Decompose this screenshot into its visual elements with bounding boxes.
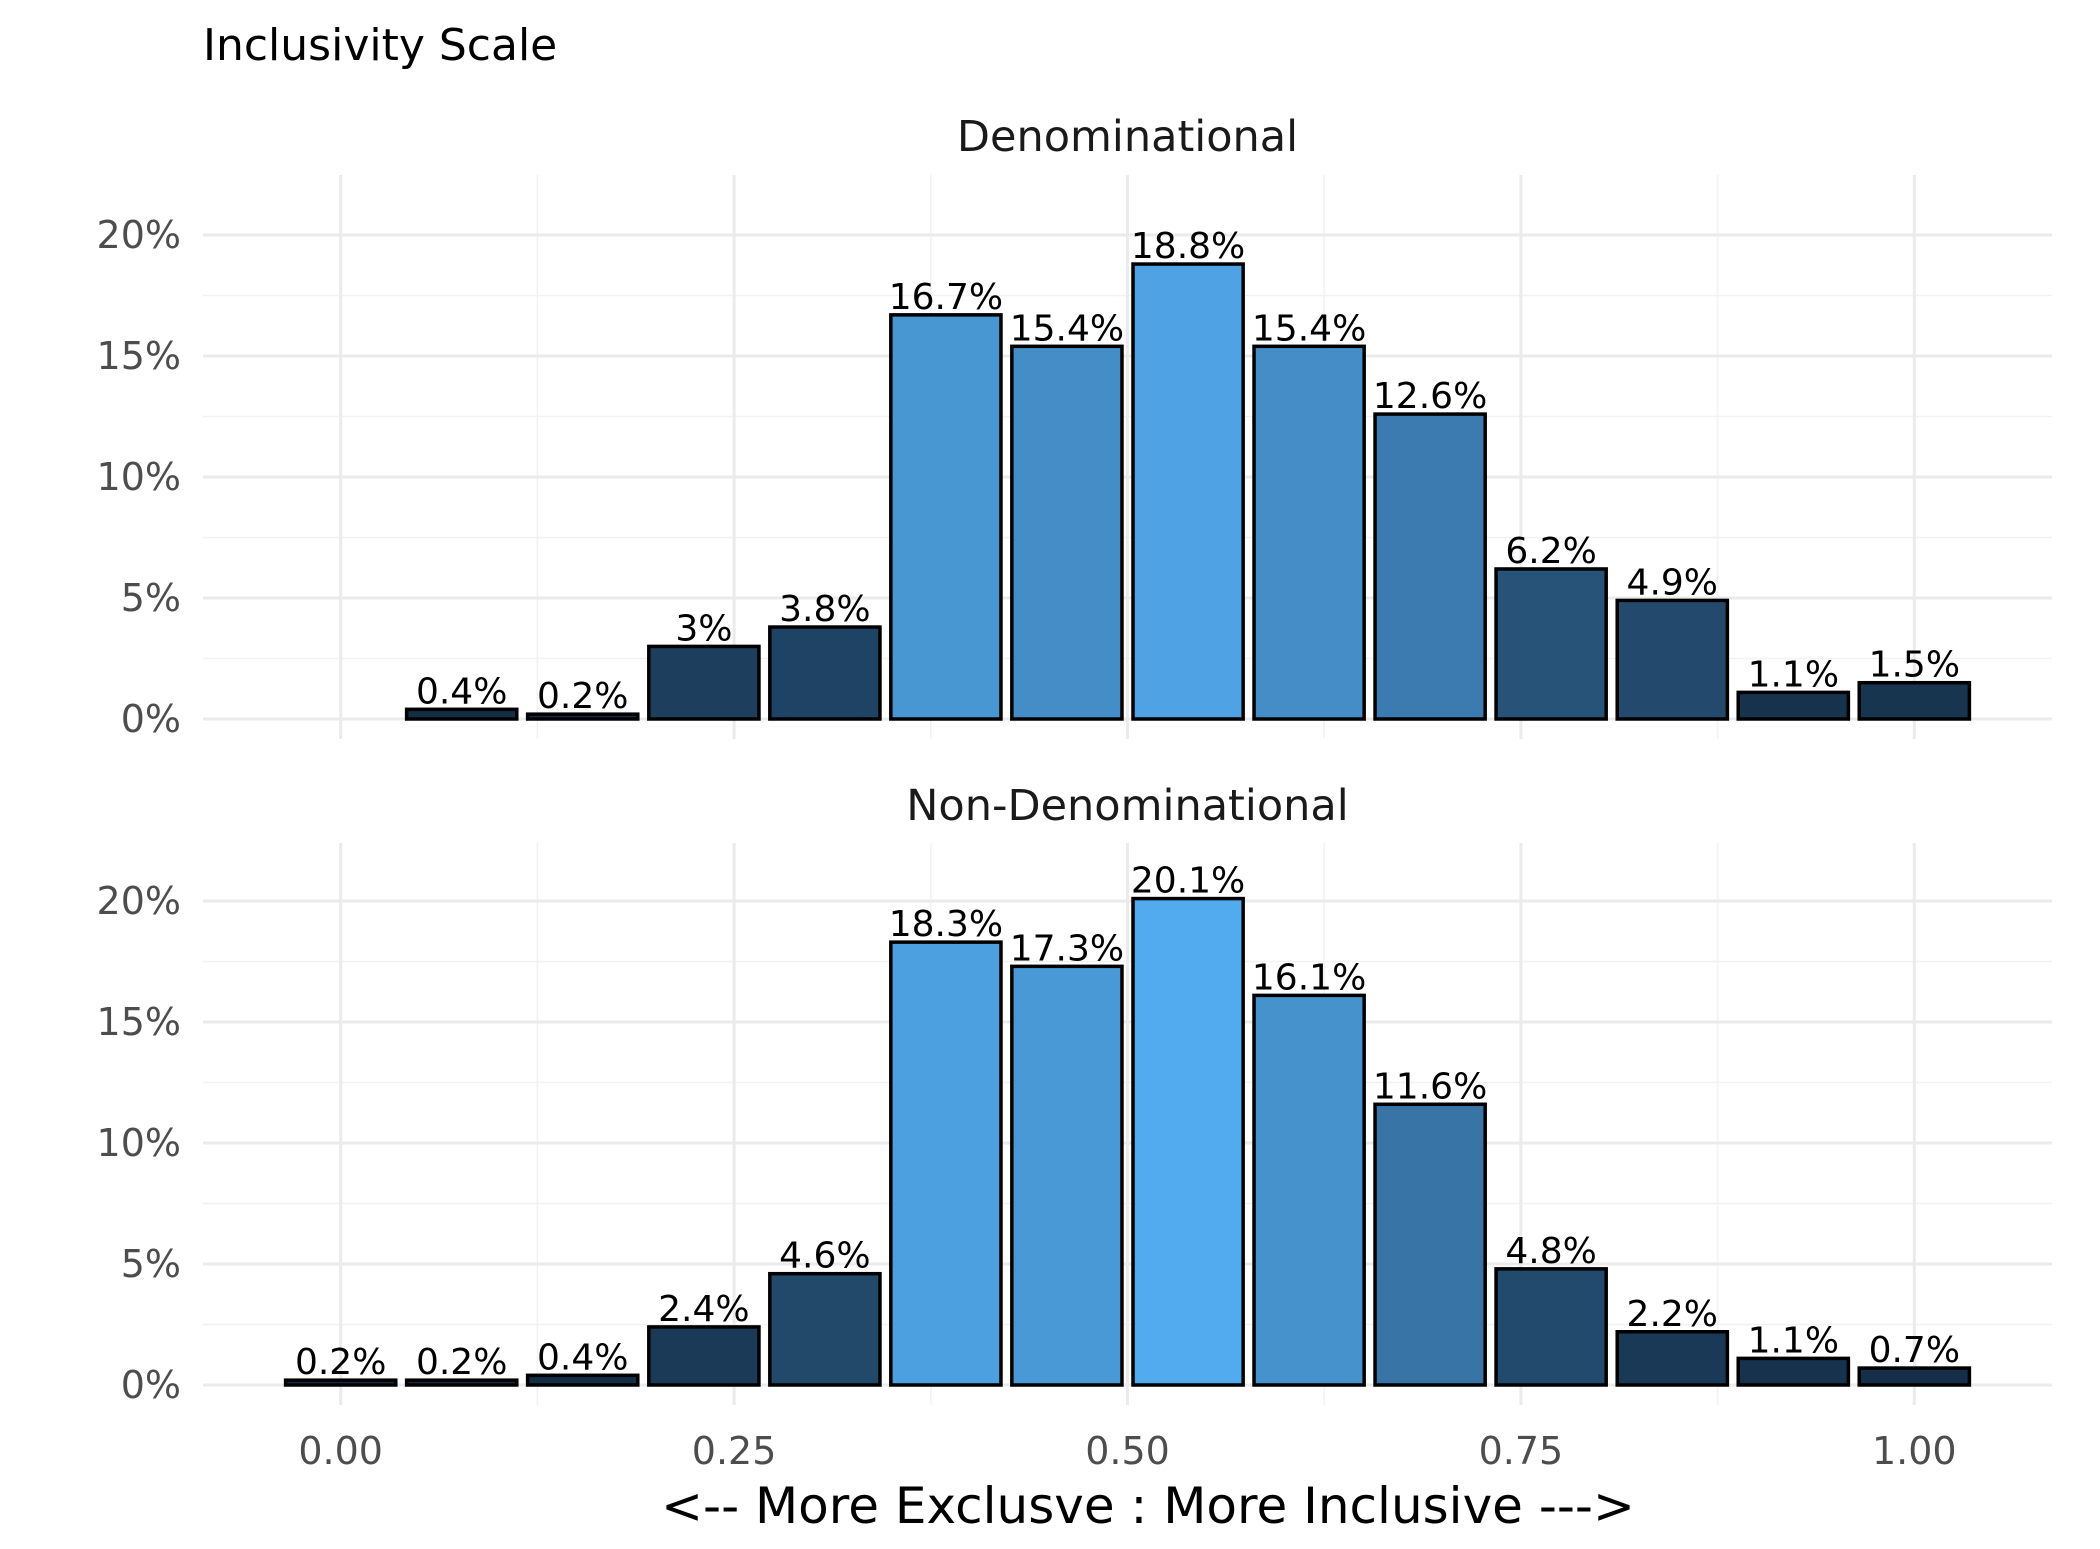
- bar-data-label: 17.3%: [1010, 928, 1124, 969]
- bar: [1010, 964, 1124, 1387]
- bar: [1736, 1356, 1851, 1387]
- bar: [768, 1271, 882, 1387]
- bar: [283, 1378, 398, 1387]
- bar: [768, 625, 882, 721]
- bar: [1010, 344, 1124, 721]
- bar-data-label: 3.8%: [779, 589, 870, 630]
- bar: [1736, 690, 1851, 721]
- y-tick-label: 20%: [97, 879, 181, 923]
- bar: [1373, 412, 1487, 721]
- bar: [404, 1378, 519, 1387]
- bar: [647, 644, 761, 721]
- bar-data-label: 16.1%: [1252, 957, 1366, 998]
- bar-data-label: 3%: [675, 608, 732, 649]
- x-tick-label: 0.25: [692, 1429, 777, 1473]
- bar-data-label: 0.7%: [1869, 1330, 1960, 1371]
- chart-title: Inclusivity Scale: [203, 20, 557, 71]
- bar-data-label: 2.2%: [1627, 1294, 1718, 1335]
- y-tick-label: 10%: [97, 455, 181, 499]
- bar-data-label: 0.2%: [537, 676, 628, 717]
- y-tick-label: 20%: [97, 213, 181, 257]
- x-axis-title: <-- More Exclusve : More Inclusive --->: [661, 1477, 1635, 1535]
- bar: [1252, 993, 1366, 1387]
- bar-data-label: 2.4%: [658, 1289, 749, 1330]
- bar-data-label: 6.2%: [1505, 531, 1596, 572]
- bar-data-label: 18.8%: [1131, 226, 1245, 267]
- panel-1: 0% 5% 10% 15% 20% Non-Denominational 0.2% 0.2% 0…: [97, 781, 2052, 1407]
- y-tick-label: 0%: [121, 697, 181, 741]
- x-axis: 0.00 0.25 0.50 0.75 1.00: [298, 1429, 1956, 1473]
- y-tick-label: 10%: [97, 1121, 181, 1165]
- bar-data-label: 4.6%: [779, 1236, 870, 1277]
- bar: [1615, 1330, 1730, 1387]
- facet-strip-title: Non-Denominational: [906, 781, 1348, 831]
- bar-data-label: 0.4%: [416, 671, 507, 712]
- y-tick-label: 15%: [97, 1000, 181, 1044]
- facet-strip-title: Denominational: [957, 112, 1298, 162]
- bar: [1252, 344, 1366, 721]
- bar-data-label: 20.1%: [1131, 861, 1245, 902]
- bar-data-label: 16.7%: [889, 277, 1003, 318]
- bar: [1494, 567, 1608, 721]
- bar: [647, 1325, 761, 1387]
- x-tick-label: 0.50: [1085, 1429, 1170, 1473]
- y-tick-label: 5%: [121, 576, 181, 620]
- bar-data-label: 11.6%: [1373, 1066, 1487, 1107]
- bar-data-label: 15.4%: [1252, 308, 1366, 349]
- bar-data-label: 18.3%: [889, 904, 1003, 945]
- bar: [1131, 262, 1245, 721]
- bar: [889, 940, 1003, 1387]
- panels: 0% 5% 10% 15% 20% Denominational 0.4% 0.2% 3% 3.8…: [97, 112, 2052, 1407]
- bar: [1857, 1366, 1972, 1387]
- x-tick-label: 0.75: [1479, 1429, 1564, 1473]
- bar-data-label: 0.4%: [537, 1337, 628, 1378]
- bar: [404, 707, 519, 721]
- x-tick-label: 1.00: [1872, 1429, 1957, 1473]
- bar: [1857, 680, 1972, 721]
- bar-data-label: 1.1%: [1748, 1320, 1839, 1361]
- bar-data-label: 1.1%: [1748, 654, 1839, 695]
- bar: [1131, 896, 1245, 1387]
- bar-data-label: 4.9%: [1627, 562, 1718, 603]
- bar: [525, 712, 640, 721]
- y-tick-label: 0%: [121, 1363, 181, 1407]
- bar: [1615, 598, 1730, 721]
- bar-data-label: 0.2%: [295, 1342, 386, 1383]
- bar: [525, 1373, 640, 1387]
- bar: [889, 313, 1003, 721]
- bar: [1494, 1267, 1608, 1387]
- bar-data-label: 1.5%: [1869, 645, 1960, 686]
- bar-data-label: 0.2%: [416, 1342, 507, 1383]
- bar: [1373, 1102, 1487, 1387]
- y-tick-label: 5%: [121, 1242, 181, 1286]
- bar-data-label: 4.8%: [1505, 1231, 1596, 1272]
- bar-data-label: 12.6%: [1373, 376, 1487, 417]
- panel-0: 0% 5% 10% 15% 20% Denominational 0.4% 0.2% 3% 3.8…: [97, 112, 2052, 741]
- bar-data-label: 15.4%: [1010, 308, 1124, 349]
- x-tick-label: 0.00: [298, 1429, 383, 1473]
- y-tick-label: 15%: [97, 334, 181, 378]
